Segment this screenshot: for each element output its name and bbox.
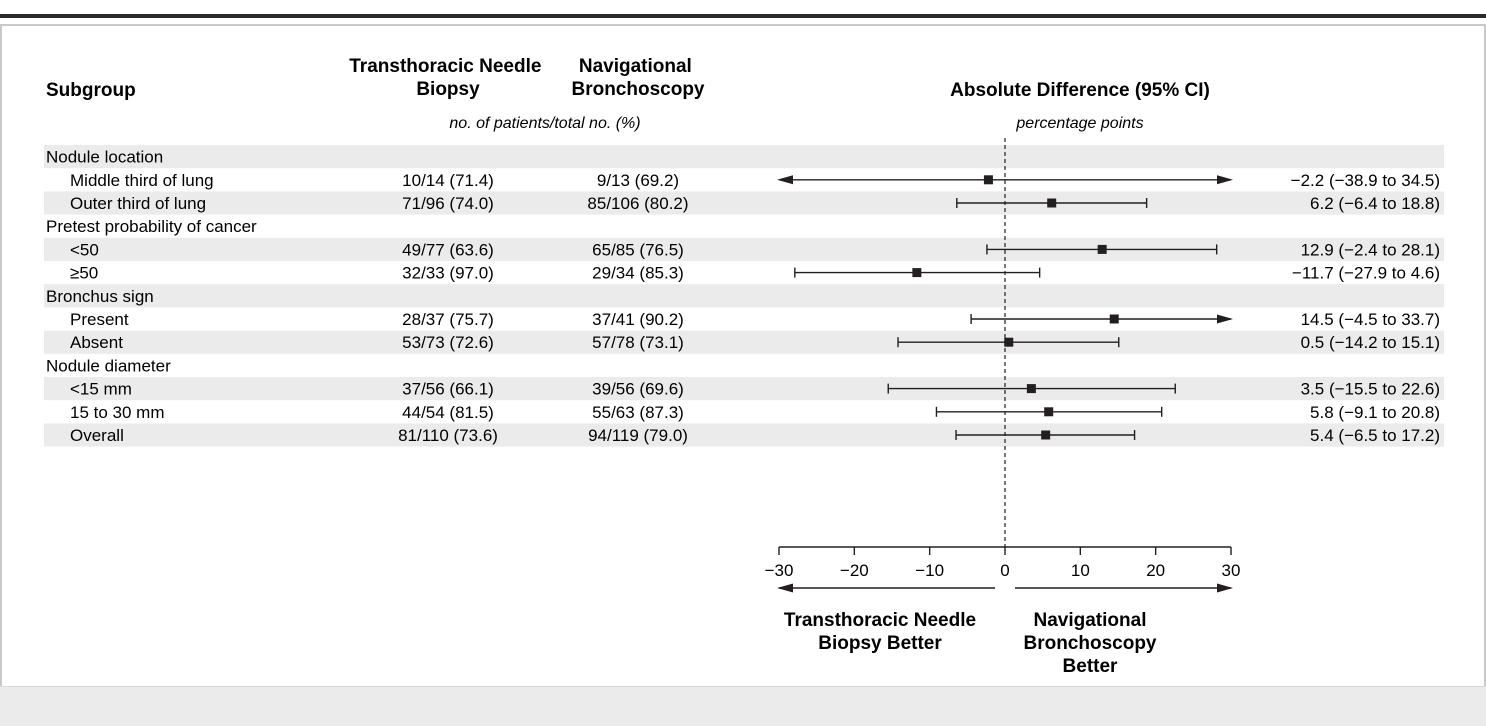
nb-value: 57/78 (73.1): [592, 333, 684, 352]
nb-value: 55/63 (87.3): [592, 403, 684, 422]
tick-label: −10: [915, 561, 944, 580]
difference-header: Absolute Difference (95% CI): [950, 80, 1210, 101]
nb-value: 37/41 (90.2): [592, 310, 684, 329]
difference-value: 0.5 (−14.2 to 15.1): [1301, 333, 1440, 352]
point-estimate: [1041, 430, 1051, 440]
tnb-value: 44/54 (81.5): [402, 403, 494, 422]
left-direction-arrowhead: [777, 583, 793, 593]
figure-panel: [0, 24, 1486, 725]
difference-value: 12.9 (−2.4 to 28.1): [1301, 240, 1440, 259]
ci-arrow-right: [1217, 314, 1233, 324]
point-estimate: [1109, 314, 1119, 324]
difference-value: 6.2 (−6.4 to 18.8): [1310, 194, 1440, 213]
row-band: [44, 423, 1444, 447]
tnb-value: 37/56 (66.1): [402, 380, 494, 399]
top-rule: [0, 14, 1486, 18]
subgroup-label: <15 mm: [70, 380, 132, 399]
group-label: Pretest probability of cancer: [46, 217, 257, 236]
row-bands: [44, 145, 1444, 447]
tnb-value: 71/96 (74.0): [402, 194, 494, 213]
row-band: [44, 191, 1444, 215]
point-estimate: [1026, 384, 1036, 394]
group-label: Nodule location: [46, 148, 163, 167]
tick-label: 0: [1000, 561, 1009, 580]
table-rows: Nodule location Middle third of lung 10/14…: [46, 148, 1440, 445]
tick-label: −20: [840, 561, 869, 580]
group-label: Nodule diameter: [46, 356, 171, 375]
row-band: [44, 237, 1444, 261]
point-estimate: [983, 175, 993, 185]
nb-value: 94/119 (79.0): [588, 426, 688, 445]
row-band: [44, 377, 1444, 401]
tnb-value: 10/14 (71.4): [402, 171, 494, 190]
tnb-value: 81/110 (73.6): [398, 426, 498, 445]
subgroup-label: <50: [70, 240, 99, 259]
nb-value: 85/106 (80.2): [587, 194, 688, 213]
row-band: [44, 284, 1444, 308]
right-direction-arrowhead: [1217, 583, 1233, 593]
nb-value: 9/13 (69.2): [597, 171, 679, 190]
difference-value: 14.5 (−4.5 to 33.7): [1301, 310, 1440, 329]
left-direction-label: Transthoracic Needle Biopsy Better: [784, 610, 976, 654]
nb-header: Navigational Bronchoscopy: [571, 56, 704, 100]
difference-value: 3.5 (−15.5 to 22.6): [1301, 380, 1440, 399]
subgroup-label: Middle third of lung: [70, 171, 214, 190]
subgroup-header: Subgroup: [46, 80, 136, 101]
subgroup-label: ≥50: [70, 264, 98, 283]
point-estimate: [1004, 337, 1014, 347]
tnb-value: 32/33 (97.0): [402, 264, 494, 283]
plot-marks: [777, 175, 1233, 440]
x-axis: −30 −20 −10 0 10 20 30: [765, 546, 1241, 580]
tick-label: 30: [1222, 561, 1241, 580]
point-estimate: [1097, 244, 1107, 254]
subgroup-label: 15 to 30 mm: [70, 403, 165, 422]
caption-band: [0, 686, 1486, 726]
difference-value: −2.2 (−38.9 to 34.5): [1291, 171, 1440, 190]
difference-value: 5.8 (−9.1 to 20.8): [1310, 403, 1440, 422]
nb-value: 39/56 (69.6): [592, 380, 684, 399]
row-band: [44, 145, 1444, 169]
tick-label: 20: [1146, 561, 1165, 580]
tnb-value: 53/73 (72.6): [402, 333, 494, 352]
tick-label: −30: [765, 561, 794, 580]
difference-value: 5.4 (−6.5 to 17.2): [1310, 426, 1440, 445]
difference-subheader: percentage points: [1015, 115, 1143, 132]
tick-label: 10: [1071, 561, 1090, 580]
row-band: [44, 330, 1444, 354]
counts-subheader: no. of patients/total no. (%): [449, 115, 640, 132]
tnb-value: 28/37 (75.7): [402, 310, 494, 329]
nb-value: 65/85 (76.5): [592, 240, 684, 259]
right-direction-label: Navigational Bronchoscopy Better: [1023, 610, 1156, 677]
tnb-header: Transthoracic Needle Biopsy: [349, 56, 546, 100]
point-estimate: [1044, 407, 1054, 417]
point-estimate: [1047, 198, 1057, 208]
subgroup-label: Outer third of lung: [70, 194, 206, 213]
direction-labels: Transthoracic Needle Biopsy Better Navigat…: [777, 583, 1233, 677]
group-label: Bronchus sign: [46, 287, 154, 306]
tnb-value: 49/77 (63.6): [402, 240, 494, 259]
point-estimate: [912, 268, 922, 278]
ci-arrow-left: [777, 175, 793, 185]
subgroup-label: Present: [70, 310, 129, 329]
subgroup-label: Absent: [70, 333, 123, 352]
ci-arrow-right: [1217, 175, 1233, 185]
nb-value: 29/34 (85.3): [592, 264, 684, 283]
subgroup-label: Overall: [70, 426, 124, 445]
difference-value: −11.7 (−27.9 to 4.6): [1292, 264, 1440, 283]
